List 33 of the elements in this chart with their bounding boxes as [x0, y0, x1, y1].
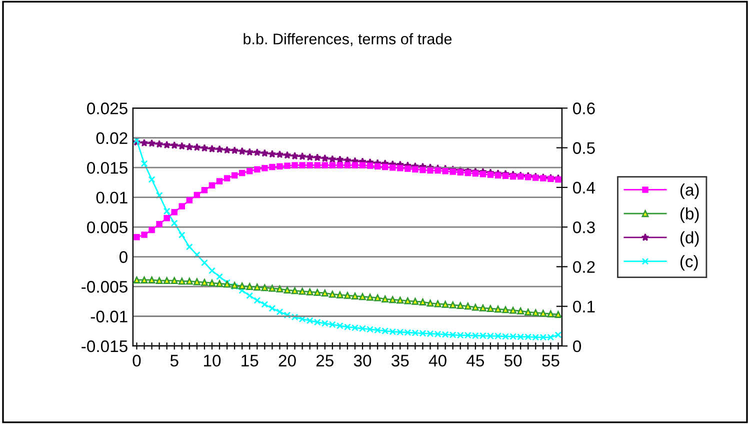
y-tick-label: 0.005	[87, 221, 128, 234]
x-tick-label: 25	[316, 354, 334, 367]
x-tick-label: 45	[466, 354, 484, 367]
x-tick-label: 20	[278, 354, 296, 367]
y-tick-label: 0.025	[87, 102, 128, 114]
y2-tick-label: 0.3	[573, 221, 595, 234]
y2-tick-label: 0	[573, 340, 582, 352]
y2-tick-label: 0.1	[573, 300, 595, 313]
x-tick-label: 5	[170, 354, 178, 367]
x-tick-label: 40	[428, 354, 446, 367]
y-tick-label: -0.015	[82, 340, 128, 352]
y-tick-label: 0	[119, 251, 128, 263]
y2-tick-label: 0.4	[573, 182, 596, 194]
chart-title: b.b. Differences, terms of trade	[244, 33, 452, 46]
x-tick-label: 15	[242, 354, 258, 367]
x-tick-label: 0	[132, 354, 141, 367]
x-tick-label: 35	[392, 354, 409, 367]
x-tick-label: 10	[204, 354, 221, 367]
y2-tick-label: 0.6	[573, 102, 595, 114]
x-tick-label: 55	[542, 354, 560, 367]
y-tick-label: 0.02	[96, 132, 128, 144]
legend-label: (b)	[680, 207, 699, 223]
legend-label: (c)	[680, 255, 698, 271]
legend-label: (a)	[680, 183, 699, 200]
y-tick-label: -0.01	[90, 310, 128, 322]
x-tick-label: 50	[504, 354, 522, 367]
legend-label: (d)	[680, 231, 699, 247]
y-tick-label: -0.005	[82, 280, 128, 293]
y-tick-label: 0.01	[96, 192, 128, 204]
y2-tick-label: 0.2	[573, 261, 595, 273]
x-tick-label: 30	[354, 354, 372, 367]
y2-tick-label: 0.5	[573, 142, 595, 154]
y-tick-label: 0.015	[87, 162, 128, 174]
